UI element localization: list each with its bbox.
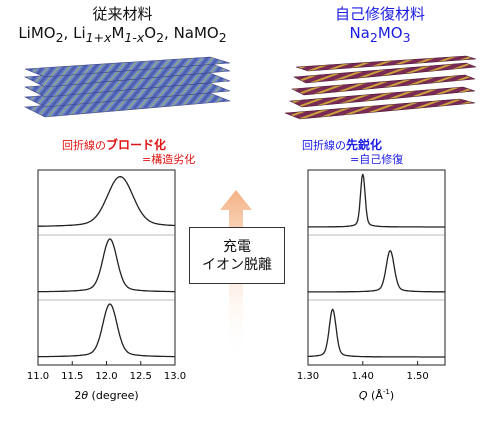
layer-stack xyxy=(284,55,477,120)
x-axis-label: 2θ (degree) xyxy=(74,389,138,402)
x-tick-label: 11.0 xyxy=(27,371,49,382)
plot-frame xyxy=(307,169,446,366)
xrd-chart-right: 1.30 1.40 1.50 Q (Å-1) xyxy=(297,169,446,402)
diffraction-series-3 xyxy=(308,308,445,358)
charge-label: 充電 xyxy=(223,238,251,255)
formula-sub: 1-x xyxy=(124,30,145,45)
x-tick-label: 1.30 xyxy=(297,371,319,382)
left-note: 回折線のブロード化 =構造劣化 xyxy=(62,138,232,167)
x-tick-label: 1.50 xyxy=(406,371,428,382)
x-tick-label: 12.0 xyxy=(95,371,117,382)
x-tick-label: 11.5 xyxy=(61,371,83,382)
formula-part: , Li xyxy=(63,24,86,42)
formula-part: LiMO xyxy=(18,24,56,42)
note-emphasis: 先鋭化 xyxy=(346,138,383,152)
left-note-line1: 回折線のブロード化 xyxy=(62,138,232,153)
formula-sub: 2 xyxy=(55,30,64,45)
right-note: 回折線の先鋭化 =自己修復 xyxy=(302,138,472,167)
diffraction-series-2 xyxy=(308,249,445,293)
formula-part: O xyxy=(144,24,157,42)
diffraction-series-2 xyxy=(38,238,175,293)
right-header-title: 自己修復材料 xyxy=(334,5,425,23)
x-tick-label: 12.5 xyxy=(130,371,152,382)
layer-stack xyxy=(23,56,231,118)
x-axis-label-part: Q xyxy=(359,389,368,402)
charge-label-box: 充電 イオン脱離 xyxy=(189,227,285,284)
formula-sub: 2 xyxy=(369,30,378,45)
left-header: 従来材料 LiMO2, Li1+xM1-xO2, NaMO2 xyxy=(0,5,245,47)
ion-extraction-label: イオン脱離 xyxy=(202,256,272,273)
formula-part: Na xyxy=(349,24,370,42)
layered-crystal-structure-right xyxy=(284,55,477,120)
formula-part: , NaMO xyxy=(164,24,219,42)
formula-part: M xyxy=(111,24,125,42)
right-header: 自己修復材料 Na2MO3 xyxy=(290,5,470,47)
x-axis-label-part: θ xyxy=(81,389,88,402)
formula-part: MO xyxy=(377,24,403,42)
formula-sub: 1+x xyxy=(85,30,112,45)
x-tick-label: 1.40 xyxy=(352,371,374,382)
formula-sub: 2 xyxy=(218,30,227,45)
note-prefix: 回折線の xyxy=(62,139,106,152)
left-header-title: 従来材料 xyxy=(92,5,153,23)
x-axis-label-part: (degree) xyxy=(88,389,139,402)
formula-sub: 2 xyxy=(156,30,165,45)
xrd-chart-left: 11.0 11.5 12.0 12.5 13.0 2θ (degree) xyxy=(27,169,186,402)
left-header-formula: LiMO2, Li1+xM1-xO2, NaMO2 xyxy=(0,24,245,47)
diffraction-series-3 xyxy=(38,303,175,358)
x-axis-label-part: (Å xyxy=(368,389,384,402)
layered-crystal-structure-left xyxy=(23,56,231,118)
note-emphasis: ブロード化 xyxy=(106,138,167,152)
x-axis-label-part: ) xyxy=(390,389,394,402)
left-note-line2: =構造劣化 xyxy=(142,153,196,166)
x-axis-label-part: -1 xyxy=(383,388,390,396)
right-header-formula: Na2MO3 xyxy=(290,24,470,47)
x-tick-label: 13.0 xyxy=(164,371,186,382)
note-prefix: 回折線の xyxy=(302,139,346,152)
formula-sub: 3 xyxy=(402,30,411,45)
right-note-line1: 回折線の先鋭化 xyxy=(302,138,472,153)
x-axis-label-part: 2 xyxy=(74,389,81,402)
x-axis-label: Q (Å-1) xyxy=(359,388,394,402)
diffraction-series-1 xyxy=(37,176,175,227)
diffraction-series-1 xyxy=(308,173,445,228)
right-note-line2: =自己修復 xyxy=(350,153,404,166)
